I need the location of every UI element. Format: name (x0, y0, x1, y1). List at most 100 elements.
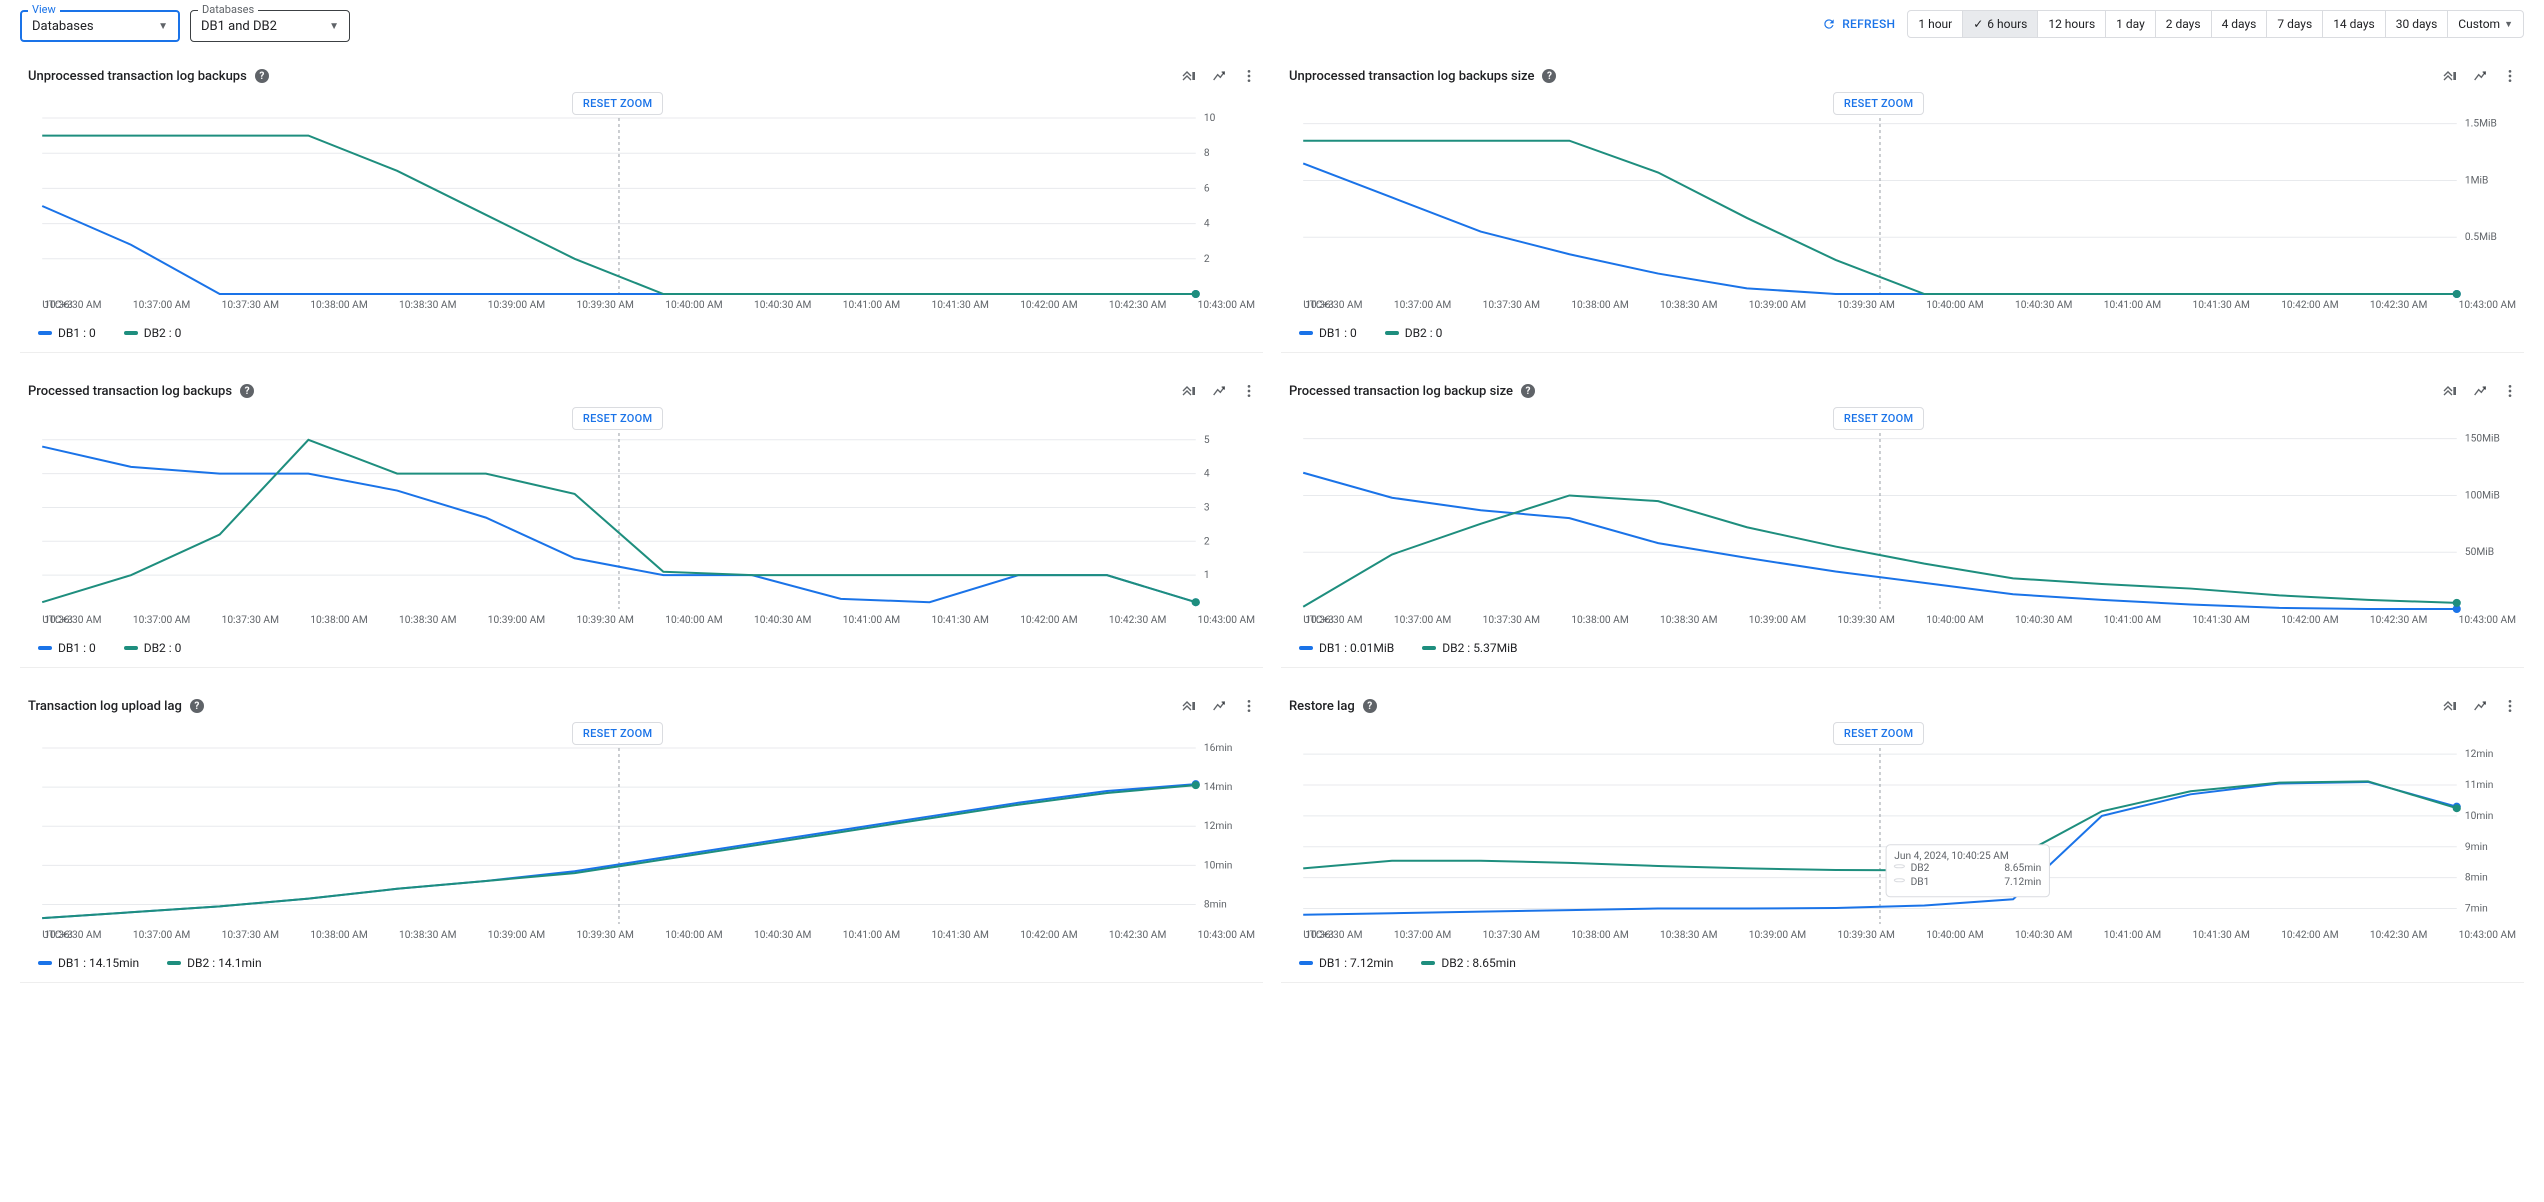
legend-item[interactable]: DB2 : 8.65min (1421, 956, 1515, 970)
svg-text:10:37:30 AM: 10:37:30 AM (222, 930, 279, 941)
chart-legend: DB1 : 0.01MiB DB2 : 5.37MiB (1289, 641, 2518, 655)
chart-title: Restore lag (1289, 699, 1355, 714)
chart-legend-toggle-icon[interactable] (2442, 383, 2458, 399)
chart-legend-toggle-icon[interactable] (1181, 698, 1197, 714)
legend-item[interactable]: DB2 : 0 (124, 326, 182, 340)
svg-text:8.65min: 8.65min (2004, 863, 2041, 874)
help-icon[interactable]: ? (1542, 69, 1556, 83)
explore-icon[interactable] (1211, 68, 1227, 84)
svg-text:10:36:30 AM: 10:36:30 AM (44, 300, 101, 311)
svg-text:10:43:00 AM: 10:43:00 AM (2459, 615, 2516, 626)
time-range-label: 4 days (2222, 17, 2257, 31)
svg-text:12min: 12min (2465, 749, 2494, 760)
more-icon[interactable] (2502, 698, 2518, 714)
time-range-option[interactable]: 12 hours (2038, 11, 2106, 37)
more-icon[interactable] (1241, 383, 1257, 399)
time-range-label: 1 hour (1918, 17, 1952, 31)
help-icon[interactable]: ? (255, 69, 269, 83)
explore-icon[interactable] (1211, 698, 1227, 714)
svg-text:4: 4 (1204, 219, 1210, 230)
reset-zoom-button[interactable]: RESET ZOOM (1833, 407, 1925, 430)
reset-zoom-button[interactable]: RESET ZOOM (572, 407, 664, 430)
explore-icon[interactable] (2472, 698, 2488, 714)
chart-plot[interactable]: RESET ZOOM 108642UTC+310:36:30 AM10:37:0… (28, 94, 1257, 324)
legend-swatch (1299, 646, 1313, 650)
legend-item[interactable]: DB2 : 0 (124, 641, 182, 655)
reset-zoom-button[interactable]: RESET ZOOM (1833, 722, 1925, 745)
svg-text:8min: 8min (1204, 900, 1227, 911)
time-range-option[interactable]: 14 days (2323, 11, 2386, 37)
svg-text:10:37:30 AM: 10:37:30 AM (1483, 615, 1540, 626)
svg-text:1MiB: 1MiB (2465, 176, 2488, 187)
time-range-option[interactable]: 2 days (2156, 11, 2212, 37)
svg-text:10:42:00 AM: 10:42:00 AM (2281, 300, 2338, 311)
legend-item[interactable]: DB2 : 5.37MiB (1422, 641, 1517, 655)
help-icon[interactable]: ? (1521, 384, 1535, 398)
chart-plot[interactable]: RESET ZOOM 12min11min10min9min8min7minUT… (1289, 724, 2518, 954)
svg-text:10:42:00 AM: 10:42:00 AM (2281, 615, 2338, 626)
time-range-option[interactable]: ✓6 hours (1963, 11, 2038, 37)
chart-legend: DB1 : 0 DB2 : 0 (1289, 326, 2518, 340)
legend-swatch (124, 646, 138, 650)
chart-header: Processed transaction log backup size ? (1289, 377, 2518, 405)
legend-item[interactable]: DB2 : 0 (1385, 326, 1443, 340)
svg-text:10:37:00 AM: 10:37:00 AM (1394, 300, 1451, 311)
legend-item[interactable]: DB2 : 14.1min (167, 956, 261, 970)
legend-swatch (1299, 331, 1313, 335)
chart-legend: DB1 : 7.12min DB2 : 8.65min (1289, 956, 2518, 970)
explore-icon[interactable] (2472, 383, 2488, 399)
legend-label: DB2 : 0 (144, 326, 182, 340)
svg-text:10:39:00 AM: 10:39:00 AM (1749, 930, 1806, 941)
chart-plot[interactable]: RESET ZOOM 16min14min12min10min8minUTC+3… (28, 724, 1257, 954)
svg-text:10:37:30 AM: 10:37:30 AM (1483, 300, 1540, 311)
time-range-option[interactable]: 7 days (2267, 11, 2323, 37)
svg-text:10:40:00 AM: 10:40:00 AM (665, 615, 722, 626)
explore-icon[interactable] (1211, 383, 1227, 399)
chart-legend-toggle-icon[interactable] (1181, 383, 1197, 399)
more-icon[interactable] (2502, 68, 2518, 84)
time-range-option[interactable]: 1 hour (1908, 11, 1963, 37)
reset-zoom-button[interactable]: RESET ZOOM (1833, 92, 1925, 115)
chart-plot[interactable]: RESET ZOOM 1.5MiB1MiB0.5MiBUTC+310:36:30… (1289, 94, 2518, 324)
time-range-label: 1 day (2116, 17, 2145, 31)
more-icon[interactable] (2502, 383, 2518, 399)
explore-icon[interactable] (2472, 68, 2488, 84)
chart-legend-toggle-icon[interactable] (2442, 698, 2458, 714)
legend-item[interactable]: DB1 : 14.15min (38, 956, 139, 970)
legend-item[interactable]: DB1 : 7.12min (1299, 956, 1393, 970)
reset-zoom-button[interactable]: RESET ZOOM (572, 722, 664, 745)
help-icon[interactable]: ? (190, 699, 204, 713)
svg-text:12min: 12min (1204, 821, 1233, 832)
more-icon[interactable] (1241, 68, 1257, 84)
refresh-button[interactable]: REFRESH (1810, 17, 1907, 31)
legend-item[interactable]: DB1 : 0 (1299, 326, 1357, 340)
chart-card-upload_lag: Transaction log upload lag ? RESET ZOOM … (20, 686, 1263, 983)
help-icon[interactable]: ? (240, 384, 254, 398)
chart-plot[interactable]: RESET ZOOM 150MiB100MiB50MiBUTC+310:36:3… (1289, 409, 2518, 639)
chart-plot[interactable]: RESET ZOOM 54321UTC+310:36:30 AM10:37:00… (28, 409, 1257, 639)
svg-text:10:36:30 AM: 10:36:30 AM (44, 930, 101, 941)
svg-text:10:41:30 AM: 10:41:30 AM (931, 615, 988, 626)
legend-item[interactable]: DB1 : 0 (38, 641, 96, 655)
help-icon[interactable]: ? (1363, 699, 1377, 713)
legend-item[interactable]: DB1 : 0.01MiB (1299, 641, 1394, 655)
svg-text:11min: 11min (2465, 780, 2494, 791)
refresh-icon (1822, 17, 1836, 31)
time-range-option[interactable]: 30 days (2386, 11, 2449, 37)
svg-text:1: 1 (1204, 570, 1210, 581)
time-range-option[interactable]: 1 day (2106, 11, 2156, 37)
legend-item[interactable]: DB1 : 0 (38, 326, 96, 340)
chart-legend-toggle-icon[interactable] (2442, 68, 2458, 84)
svg-text:50MiB: 50MiB (2465, 547, 2494, 558)
svg-text:10:37:30 AM: 10:37:30 AM (222, 300, 279, 311)
svg-text:DB2: DB2 (1911, 863, 1930, 874)
time-range-option[interactable]: Custom▼ (2448, 11, 2523, 37)
chart-legend-toggle-icon[interactable] (1181, 68, 1197, 84)
reset-zoom-button[interactable]: RESET ZOOM (572, 92, 664, 115)
chart-card-unprocessed_count: Unprocessed transaction log backups ? RE… (20, 56, 1263, 353)
svg-text:8: 8 (1204, 148, 1210, 159)
more-icon[interactable] (1241, 698, 1257, 714)
svg-text:10:43:00 AM: 10:43:00 AM (2459, 300, 2516, 311)
time-range-option[interactable]: 4 days (2212, 11, 2268, 37)
svg-text:10:37:00 AM: 10:37:00 AM (1394, 615, 1451, 626)
